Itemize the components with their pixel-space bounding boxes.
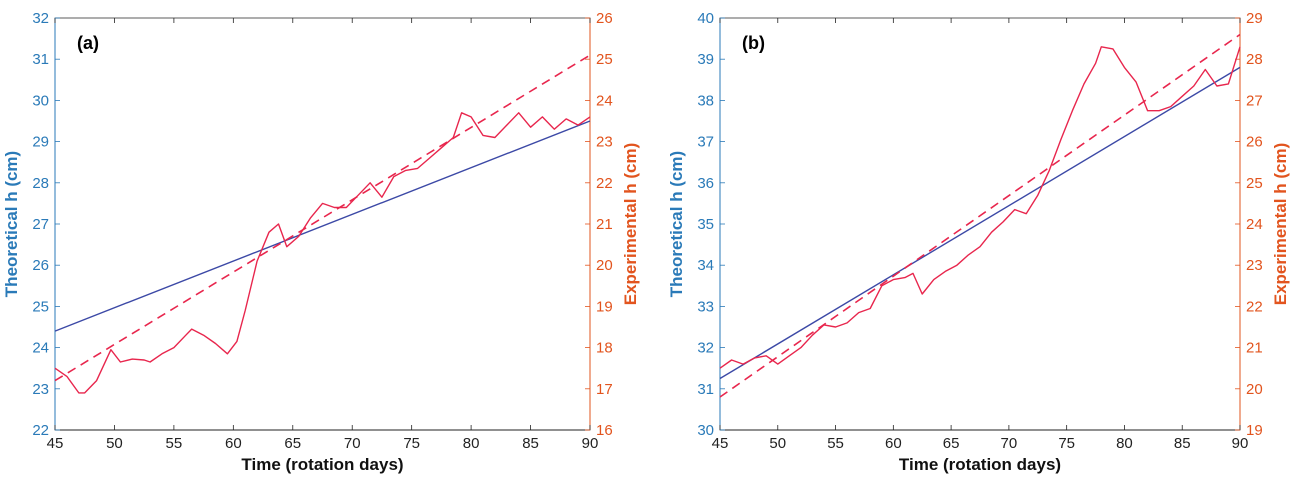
y-left-tick-label: 34	[697, 257, 714, 274]
experimental-fit-line	[54, 54, 591, 382]
axes-box	[719, 17, 1241, 431]
x-tick-label: 45	[712, 435, 729, 452]
y-left-axis-title: Theoretical h (cm)	[2, 151, 21, 297]
experimental-data-line	[54, 112, 591, 394]
y-left-tick-label: 23	[32, 381, 49, 398]
y-left-tick-label: 32	[32, 10, 49, 27]
panel-a: 45 50 55 60 65 70 75 80 85 90 22 23 24 25 26 27 28 29 30 31…	[2, 10, 640, 474]
panel-label: (b)	[742, 33, 765, 53]
y-left-tick-label: 36	[697, 175, 714, 192]
x-tick-label: 65	[943, 435, 960, 452]
x-tick-label: 90	[1232, 435, 1249, 452]
theoretical-fit-line	[719, 66, 1241, 380]
x-tick-label: 45	[47, 435, 64, 452]
y-right-tick-label: 21	[1246, 340, 1263, 357]
experimental-data-line	[719, 46, 1241, 369]
y-right-tick-label: 20	[1246, 381, 1263, 398]
y-left-axis-title: Theoretical h (cm)	[667, 151, 686, 297]
x-tick-label: 50	[769, 435, 786, 452]
y-left-tick-label: 27	[32, 216, 49, 233]
y-right-tick-label: 27	[1246, 92, 1263, 109]
x-tick-label: 90	[582, 435, 599, 452]
x-tick-label: 75	[403, 435, 420, 452]
y-right-tick-label: 26	[596, 10, 613, 27]
y-left-tick-label: 37	[697, 134, 714, 151]
panel-b: 45 50 55 60 65 70 75 80 85 90 30 31 32 33 34 35 36 37 38 39…	[667, 10, 1290, 474]
y-right-tick-label: 29	[1246, 10, 1263, 27]
y-right-tick-label: 18	[596, 340, 613, 357]
y-left-tick-label: 28	[32, 175, 49, 192]
y-right-tick-label: 20	[596, 257, 613, 274]
x-tick-label: 85	[522, 435, 539, 452]
theoretical-fit-line	[54, 120, 591, 332]
y-right-tick-label: 28	[1246, 51, 1263, 68]
y-right-tick-label: 22	[1246, 298, 1263, 315]
y-left-tick-label: 30	[32, 92, 49, 109]
experimental-fit-line	[719, 33, 1241, 398]
x-tick-label: 80	[1116, 435, 1133, 452]
y-right-tick-label: 26	[1246, 134, 1263, 151]
x-tick-label: 55	[166, 435, 183, 452]
y-left-tick-label: 29	[32, 134, 49, 151]
y-right-tick-label: 24	[596, 92, 613, 109]
y-right-tick-label: 22	[596, 175, 613, 192]
y-left-tick-label: 33	[697, 298, 714, 315]
y-right-tick-label: 23	[1246, 257, 1263, 274]
y-left-tick-label: 39	[697, 51, 714, 68]
y-left-tick-label: 30	[697, 422, 714, 439]
axes-box	[54, 17, 591, 431]
y-right-tick-label: 25	[1246, 175, 1263, 192]
x-tick-label: 50	[106, 435, 123, 452]
y-right-tick-label: 19	[1246, 422, 1263, 439]
y-left-tick-label: 31	[32, 51, 49, 68]
x-tick-label: 65	[284, 435, 301, 452]
y-left-tick-label: 22	[32, 422, 49, 439]
y-right-axis-title: Experimental h (cm)	[1271, 143, 1290, 306]
y-right-tick-label: 17	[596, 381, 613, 398]
y-right-tick-label: 24	[1246, 216, 1263, 233]
x-axis-title: Time (rotation days)	[241, 455, 403, 474]
y-right-tick-label: 23	[596, 134, 613, 151]
x-tick-label: 70	[344, 435, 361, 452]
y-left-tick-label: 38	[697, 92, 714, 109]
y-left-tick-label: 26	[32, 257, 49, 274]
y-left-tick-label: 32	[697, 340, 714, 357]
panel-label: (a)	[77, 33, 99, 53]
x-tick-label: 60	[885, 435, 902, 452]
y-right-tick-label: 19	[596, 298, 613, 315]
x-tick-label: 85	[1174, 435, 1191, 452]
x-tick-label: 60	[225, 435, 242, 452]
y-left-tick-label: 31	[697, 381, 714, 398]
x-tick-label: 70	[1001, 435, 1018, 452]
x-axis-title: Time (rotation days)	[899, 455, 1061, 474]
y-left-tick-label: 35	[697, 216, 714, 233]
y-right-tick-label: 16	[596, 422, 613, 439]
x-tick-label: 80	[463, 435, 480, 452]
y-left-tick-label: 25	[32, 298, 49, 315]
y-left-tick-label: 24	[32, 340, 49, 357]
y-right-tick-label: 21	[596, 216, 613, 233]
x-tick-label: 55	[827, 435, 844, 452]
y-right-tick-label: 25	[596, 51, 613, 68]
y-left-tick-label: 40	[697, 10, 714, 27]
y-right-axis-title: Experimental h (cm)	[621, 143, 640, 306]
x-tick-label: 75	[1058, 435, 1075, 452]
